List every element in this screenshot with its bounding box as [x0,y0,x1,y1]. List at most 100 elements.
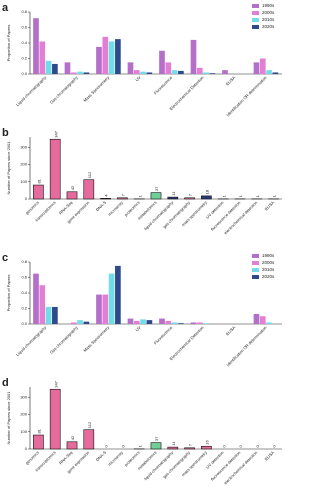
bar [102,36,109,74]
x-tick-label: Liquid chromatography [15,75,47,107]
bar [266,322,272,324]
value-label: 7 [188,443,193,446]
value-label: 0 [238,445,243,448]
value-label: 11 [171,441,176,446]
bar [39,41,46,74]
y-axis-label: Number of Papers since 2001 [6,391,11,445]
bar [190,39,197,74]
value-label: 0 [272,445,277,448]
legend-label: 2010s [262,267,275,272]
legend-label: 2000s [262,260,275,265]
y-tick-label: 0.6 [21,25,27,30]
y-tick-label: 0.8 [21,259,27,264]
bar [96,294,102,324]
x-tick-label: DNA-S [95,450,108,463]
bar [159,318,165,324]
value-label: 1 [137,194,142,197]
x-tick-label: genomics [24,200,40,216]
value-label: 1 [255,194,260,197]
value-label: 81 [36,428,41,433]
bar [259,58,266,74]
x-tick-label: Fluorescence [153,74,174,95]
x-tick-label: ELISA [225,75,237,87]
bar [33,18,39,74]
bar [83,72,90,74]
panel-label: b [2,127,9,139]
value-label: 1 [137,444,142,447]
bar [70,72,77,74]
x-tick-label: electrochemical detection [223,200,258,235]
x-tick-label: ELISA [264,450,276,462]
legend-swatch [252,18,259,22]
value-label: 0 [104,445,109,448]
y-tick-label: 0 [25,196,28,201]
bar [52,306,58,324]
legend-swatch [252,268,259,272]
bar [49,138,61,200]
bar [96,46,102,74]
bar [45,306,52,324]
bar [102,294,109,324]
bar [178,70,184,74]
x-tick-label: ELISA [264,200,276,212]
x-tick-label: UV [134,325,142,333]
value-label: 1 [238,194,243,197]
bar [127,318,134,324]
bar [201,195,212,200]
y-tick-label: 0.4 [21,290,27,295]
y-tick-label: 0.4 [21,40,27,45]
bar [165,62,172,74]
y-tick-label: 0 [25,446,28,451]
bar [133,70,140,74]
y-tick-label: 0.8 [21,9,27,14]
value-label: 81 [36,178,41,183]
value-label: 112 [87,171,92,178]
value-label: 112 [87,421,92,428]
legend-swatch [252,4,259,8]
value-label: 16 [204,440,209,445]
x-tick-label: microarray [107,450,124,467]
legend-label: 2000s [262,10,275,15]
legend-label: 2020s [262,24,275,29]
bar [253,62,260,74]
bar [253,313,260,324]
bar [196,67,203,74]
bar [201,445,212,450]
value-label: 4 [104,194,109,197]
y-tick-label: 200 [20,412,27,417]
x-tick-label: Liquid chromatography [15,325,47,357]
x-tick-label: fluorescence detection [210,450,242,482]
bar [146,72,153,74]
bar [108,41,115,74]
legend-swatch [252,11,259,15]
bar [259,316,266,324]
y-axis-label: Proportion of Papers [6,25,11,62]
y-tick-label: 100 [20,429,27,434]
value-label: 347 [53,130,58,137]
y-tick-label: 200 [20,162,27,167]
bar [77,320,83,324]
y-tick-label: 0.0 [21,321,27,326]
x-tick-label: RNA-Seq [58,200,73,215]
bar [159,50,165,74]
y-tick-label: 0.2 [21,306,27,311]
bar [209,73,216,74]
bar [140,71,146,74]
bar [115,39,121,74]
bar [127,62,134,74]
bar [140,319,146,324]
bar [39,285,46,324]
value-label: 0 [221,445,226,448]
x-tick-label: liquid chromatography [143,450,174,481]
value-label: 347 [53,380,58,387]
value-label: 42 [70,185,75,190]
value-label: 1 [272,194,277,197]
bar [165,320,172,324]
value-label: 11 [171,191,176,196]
bar [150,442,162,450]
x-tick-label: genomics [24,450,40,466]
bar [77,71,83,74]
y-tick-label: 0.2 [21,56,27,61]
value-label: 37 [154,436,159,441]
y-tick-label: 0.6 [21,275,27,280]
